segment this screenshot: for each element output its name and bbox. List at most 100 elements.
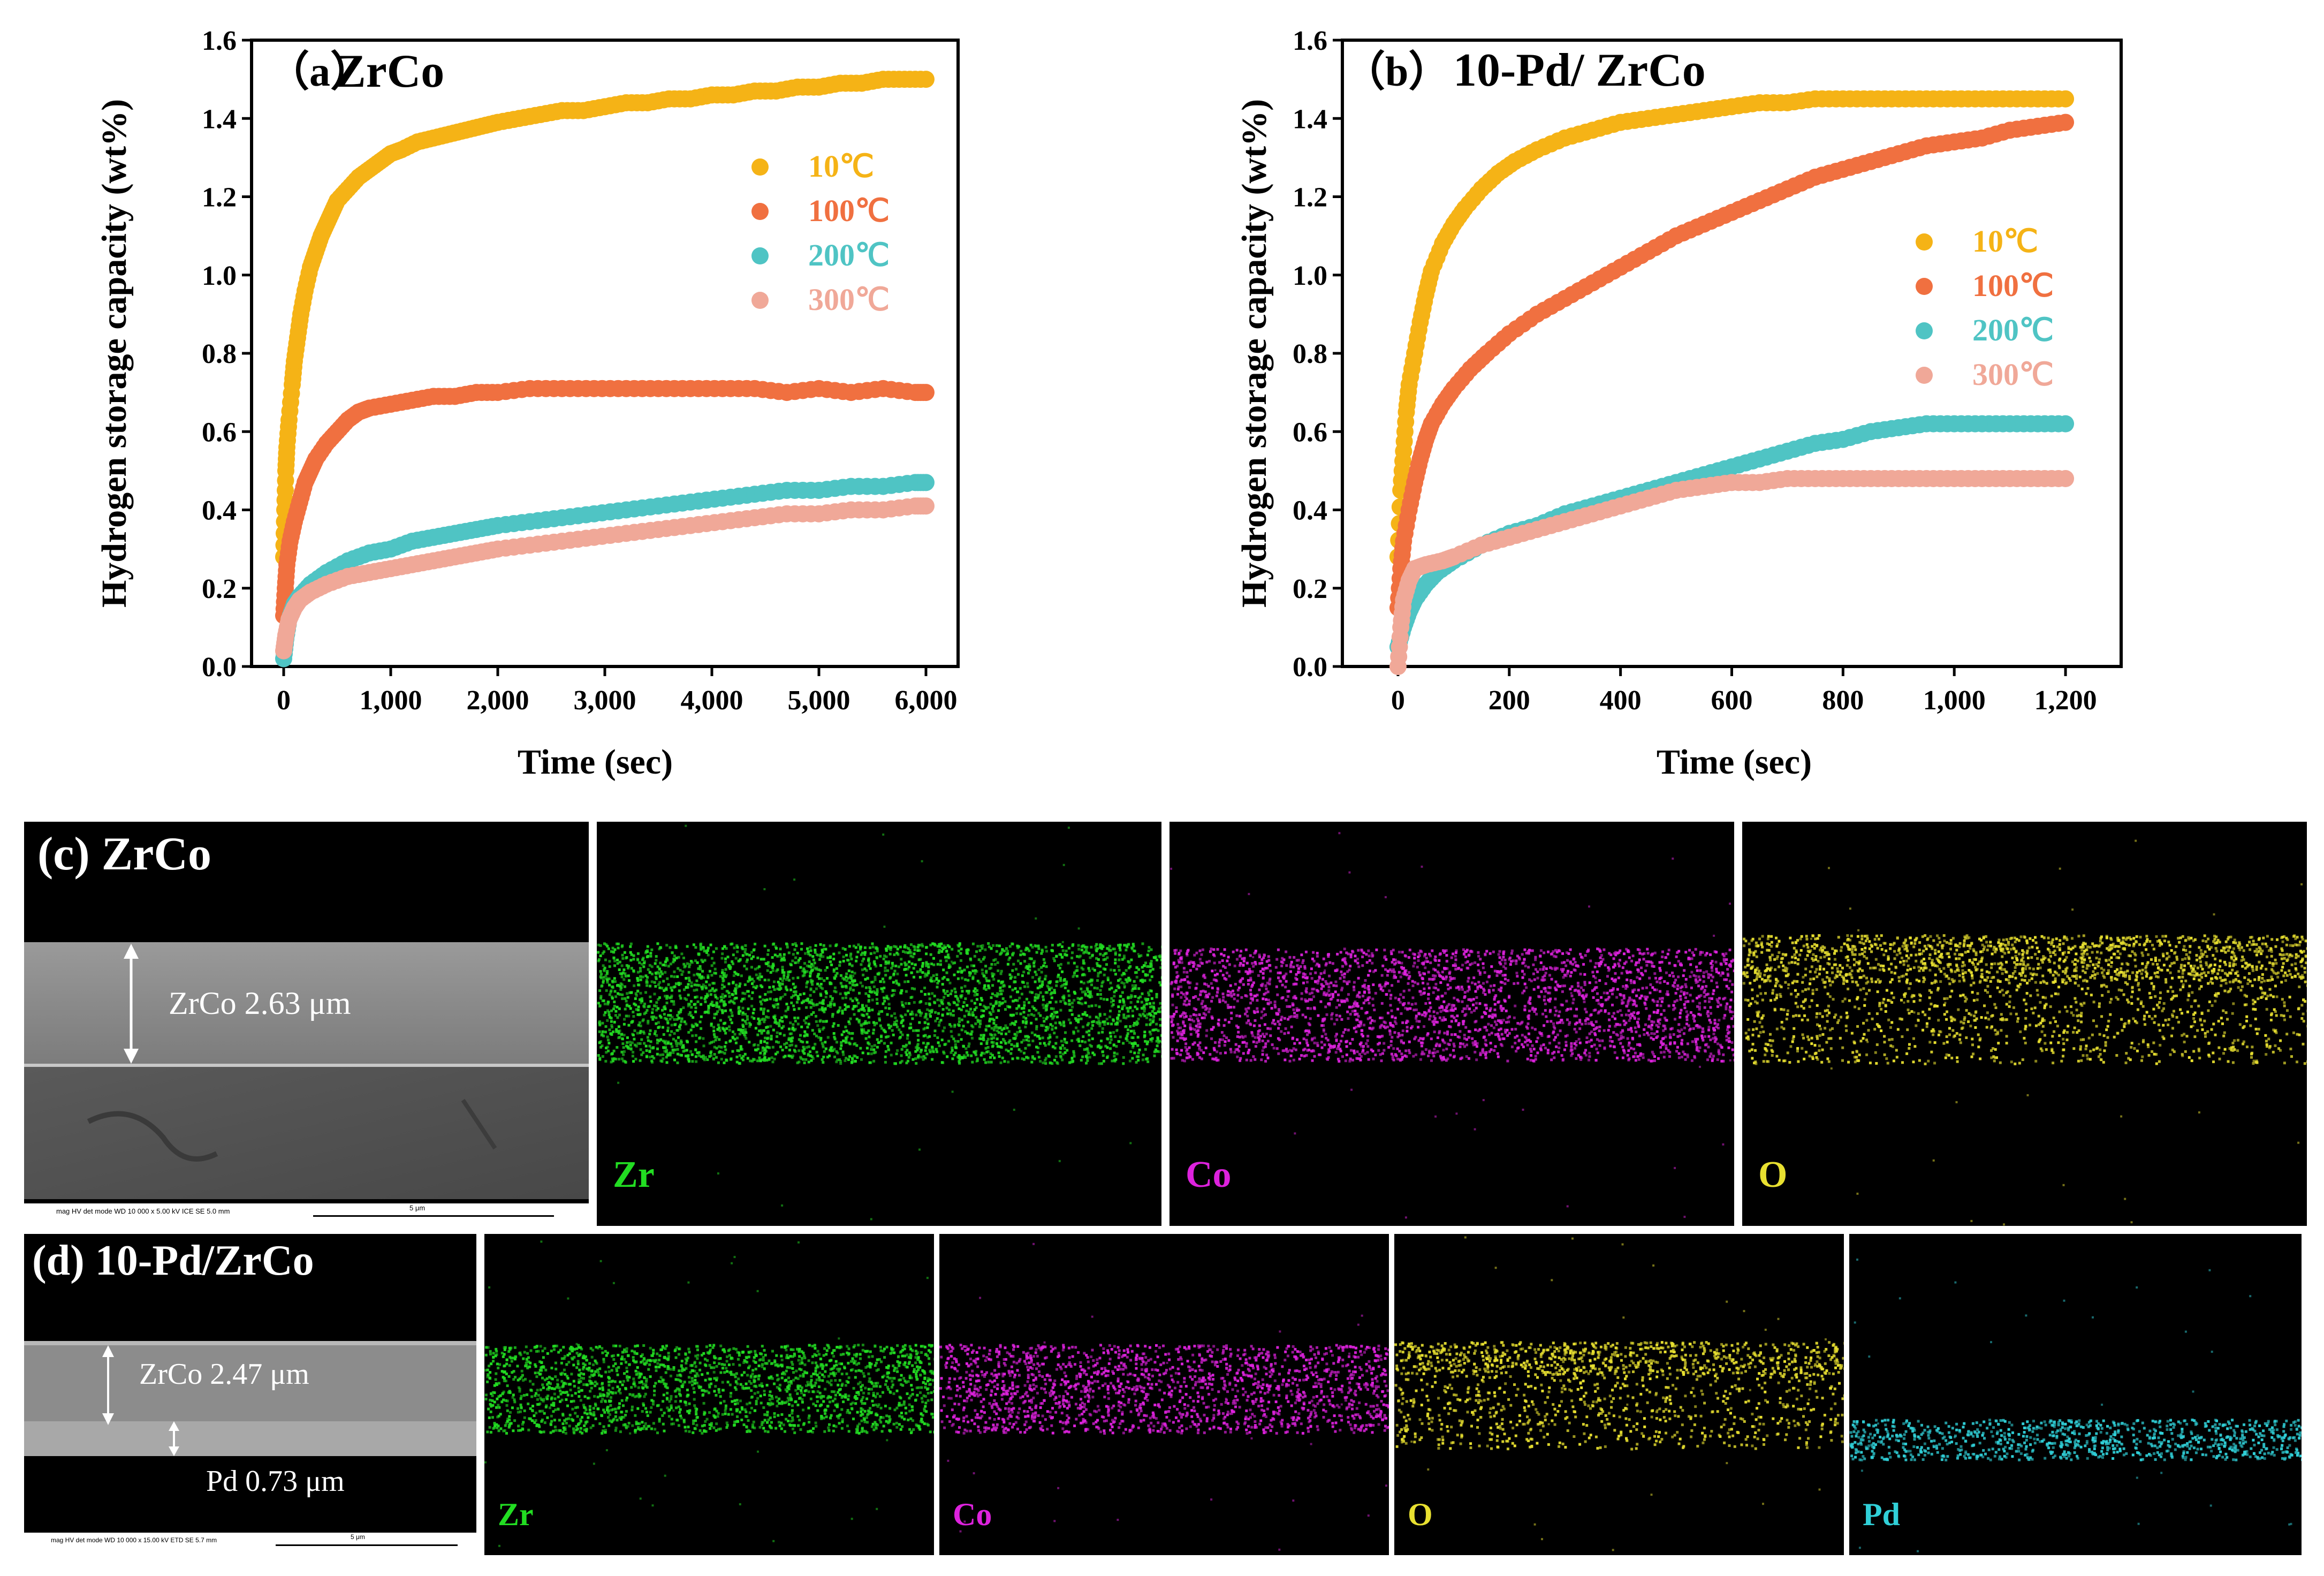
eds-dot	[975, 970, 978, 973]
eds-dot	[707, 974, 710, 978]
eds-dot	[848, 945, 851, 948]
eds-dot	[1317, 990, 1319, 993]
eds-dot	[1640, 994, 1643, 997]
eds-dot	[610, 1052, 613, 1056]
eds-dot	[793, 1017, 796, 1019]
eds-dot	[665, 944, 669, 947]
eds-dot	[1120, 981, 1123, 984]
eds-dot	[616, 942, 619, 945]
x-tick-label: 2,000	[467, 685, 529, 716]
eds-dot	[1589, 959, 1592, 963]
eds-dot	[821, 1058, 824, 1061]
eds-dot	[1323, 993, 1325, 996]
eds-dot	[1031, 1055, 1034, 1058]
eds-dot	[922, 1041, 925, 1044]
eds-dot	[620, 975, 624, 979]
eds-dot	[1090, 1004, 1093, 1007]
eds-dot	[1624, 1013, 1628, 1017]
eds-dot	[645, 979, 648, 982]
eds-dot	[918, 949, 921, 952]
eds-dot	[869, 1061, 872, 1064]
eds-dot	[651, 1047, 655, 1050]
eds-dot	[928, 1009, 931, 1012]
eds-dot	[970, 1036, 974, 1040]
sem-interface	[24, 1064, 589, 1067]
eds-dot	[714, 1039, 717, 1042]
eds-dot	[717, 1045, 720, 1048]
eds-dot	[1059, 1009, 1062, 1012]
eds-dot	[733, 1037, 736, 1041]
eds-dot	[1046, 1028, 1049, 1031]
eds-dot	[966, 1032, 969, 1035]
eds-dot	[1575, 1014, 1578, 1018]
eds-dot	[743, 951, 747, 954]
eds-dot	[819, 994, 823, 997]
eds-dot	[1032, 961, 1036, 965]
eds-dot	[1006, 950, 1009, 953]
eds-dot	[854, 1059, 857, 1063]
eds-dot	[970, 999, 973, 1003]
eds-dot	[988, 1011, 991, 1014]
eds-dot	[1122, 972, 1125, 975]
eds-dot	[1293, 995, 1296, 998]
eds-dot	[1001, 1002, 1004, 1005]
x-tick-label: 200	[1488, 685, 1530, 716]
eds-dot	[1135, 975, 1138, 979]
eds-dot	[694, 1010, 697, 1013]
eds-dot	[759, 1000, 762, 1003]
eds-dot	[744, 1013, 747, 1016]
eds-dot	[617, 942, 620, 945]
eds-dot	[715, 1056, 718, 1059]
eds-dot	[625, 957, 628, 960]
eds-dot	[1137, 987, 1141, 990]
eds-dot	[796, 961, 800, 964]
eds-dot	[975, 1054, 977, 1056]
eds-dot	[954, 1051, 957, 1055]
eds-dot	[924, 1027, 926, 1029]
eds-dot	[616, 984, 619, 987]
eds-dot	[1149, 979, 1152, 982]
eds-dot	[1118, 1010, 1121, 1013]
eds-dot	[923, 1016, 926, 1019]
eds-dot	[796, 995, 800, 998]
eds-dot	[700, 1015, 703, 1018]
eds-dot	[899, 945, 902, 949]
eds-dot	[922, 1055, 925, 1058]
eds-dot	[723, 1052, 726, 1055]
eds-dot	[863, 953, 867, 956]
eds-dot	[621, 993, 624, 996]
legend-label: 10℃	[808, 149, 874, 184]
eds-dot	[958, 1062, 961, 1065]
eds-dot	[724, 995, 727, 998]
eds-dot	[913, 975, 915, 979]
eds-dot	[954, 990, 957, 994]
eds-dot	[1356, 1005, 1360, 1008]
eds-dot	[1111, 1004, 1114, 1007]
eds-dot	[1058, 1160, 1061, 1162]
eds-dot	[651, 1055, 654, 1058]
eds-dot	[869, 952, 872, 955]
eds-dot	[764, 993, 767, 996]
eds-dot	[648, 964, 651, 967]
eds-dot	[1076, 955, 1079, 958]
eds-dot	[991, 992, 994, 996]
eds-dot	[792, 994, 795, 997]
eds-dot	[626, 992, 629, 995]
eds-dot	[837, 1024, 840, 1027]
eds-dot	[876, 988, 879, 991]
eds-dot	[930, 1010, 933, 1013]
eds-dot	[992, 973, 996, 976]
eds-dot	[743, 1033, 746, 1036]
eds-dot	[633, 1037, 636, 1041]
eds-dot	[993, 1033, 997, 1036]
eds-dot	[1016, 1044, 1019, 1048]
eds-dot	[732, 994, 735, 996]
eds-dot	[1401, 972, 1404, 975]
eds-dot	[1150, 975, 1153, 978]
eds-dot	[1097, 974, 1100, 978]
eds-dot	[874, 991, 877, 995]
eds-dot	[1160, 1006, 1161, 1009]
eds-dot	[1063, 1047, 1066, 1050]
eds-dot	[887, 960, 891, 964]
eds-dot	[958, 1017, 961, 1020]
